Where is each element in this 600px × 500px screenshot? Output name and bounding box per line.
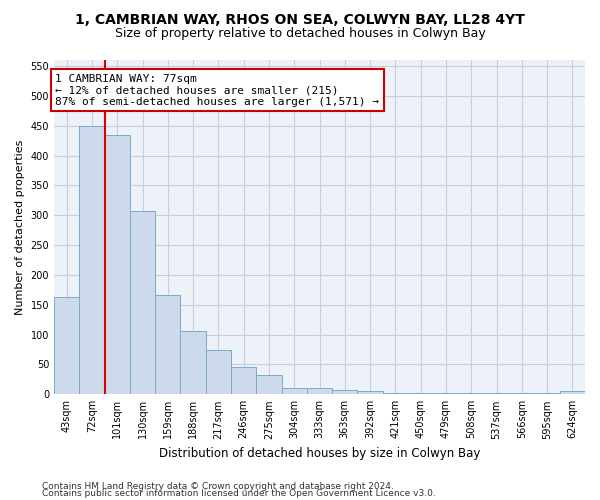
Bar (155, 294, 181, 394)
Text: Contains public sector information licensed under the Open Government Licence v3: Contains public sector information licen… (42, 489, 436, 498)
Bar (383, 393, 408, 394)
Bar (408, 393, 433, 394)
Bar (181, 331, 206, 394)
Bar (79, 126, 104, 394)
Bar (54, 297, 79, 394)
Bar (484, 393, 509, 394)
Bar (256, 375, 281, 394)
Bar (231, 368, 256, 394)
Bar (560, 392, 585, 394)
Bar (206, 350, 231, 395)
Bar (104, 134, 130, 394)
Text: 1 CAMBRIAN WAY: 77sqm
← 12% of detached houses are smaller (215)
87% of semi-det: 1 CAMBRIAN WAY: 77sqm ← 12% of detached … (55, 74, 379, 107)
Text: 1, CAMBRIAN WAY, RHOS ON SEA, COLWYN BAY, LL28 4YT: 1, CAMBRIAN WAY, RHOS ON SEA, COLWYN BAY… (75, 12, 525, 26)
Bar (332, 390, 358, 394)
Bar (130, 211, 155, 394)
Bar (307, 388, 332, 394)
Bar (433, 393, 458, 394)
Text: Size of property relative to detached houses in Colwyn Bay: Size of property relative to detached ho… (115, 28, 485, 40)
Bar (358, 392, 383, 394)
Text: Contains HM Land Registry data © Crown copyright and database right 2024.: Contains HM Land Registry data © Crown c… (42, 482, 394, 491)
X-axis label: Distribution of detached houses by size in Colwyn Bay: Distribution of detached houses by size … (159, 447, 480, 460)
Bar (281, 388, 307, 394)
Bar (458, 393, 484, 394)
Y-axis label: Number of detached properties: Number of detached properties (15, 140, 25, 315)
Bar (535, 393, 560, 394)
Bar (509, 393, 535, 394)
